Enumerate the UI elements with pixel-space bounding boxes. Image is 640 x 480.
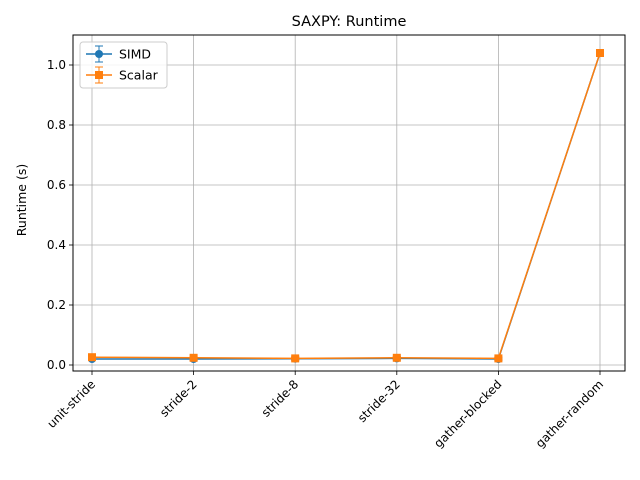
y-tick-label: 0.6	[47, 178, 66, 192]
x-tick-label: unit-stride	[45, 377, 99, 431]
series-line-scalar	[91, 52, 601, 360]
x-tick-label: stride-8	[259, 377, 302, 420]
data-point-scalar	[596, 49, 604, 57]
y-tick-label: 0.0	[47, 358, 66, 372]
x-tick-label: stride-32	[355, 377, 403, 425]
legend: SIMD Scalar	[79, 41, 168, 89]
y-tick-label: 1.0	[47, 58, 66, 72]
series-line-simd	[92, 52, 601, 360]
x-tick-label: gather-blocked	[431, 377, 504, 450]
data-point-scalar	[392, 353, 401, 362]
legend-marker-scalar	[95, 71, 103, 79]
legend-marker-simd	[95, 50, 103, 58]
legend-label-scalar: Scalar	[119, 68, 159, 83]
y-axis-label: Runtime (s)	[14, 164, 29, 236]
plot-frame	[72, 34, 626, 372]
chart-title: SAXPY: Runtime	[292, 14, 407, 30]
y-tick-label: 0.8	[47, 118, 66, 132]
data-point-scalar	[494, 354, 503, 363]
x-tick-label: stride-2	[157, 377, 200, 420]
series-layer	[88, 49, 604, 363]
y-tick-label: 0.2	[47, 298, 66, 312]
data-point-scalar	[291, 354, 300, 363]
tick-layer: unit-stride stride-2 stride-8 stride-32 gath…	[45, 58, 607, 451]
y-tick-label: 0.4	[47, 238, 66, 252]
x-tick-label: gather-random	[533, 377, 606, 450]
data-point-scalar	[88, 353, 96, 362]
data-point-scalar	[189, 353, 198, 362]
legend-label-simd: SIMD	[119, 47, 151, 62]
